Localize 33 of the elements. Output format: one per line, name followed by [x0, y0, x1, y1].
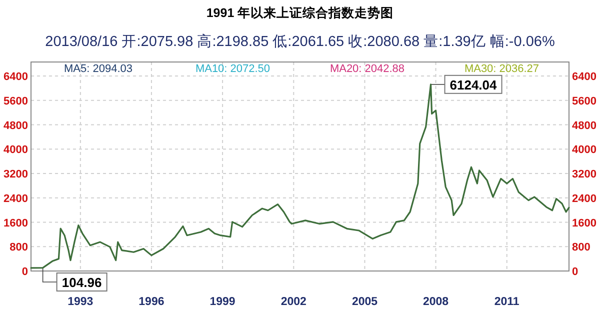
x-tick-label: 1996: [138, 296, 164, 308]
y2-tick-label: 1600: [572, 217, 596, 230]
chart-subtitle: 2013/08/16 开:2075.98 高:2198.85 低:2061.65 收:2080.68 量:1.39亿 幅:-0.06%: [45, 33, 555, 50]
x-tick-label: 1993: [68, 296, 94, 308]
chart-title: 1991 年以来上证综合指数走势图: [206, 5, 394, 20]
annotation: 6124.04: [450, 77, 498, 92]
text: MA10: 2072.50: [195, 63, 270, 75]
annotation: 104.96: [62, 275, 102, 290]
text: MA20: 2042.88: [330, 63, 405, 75]
y2-tick-label: 2400: [572, 192, 596, 205]
y2-tick-label: 4000: [572, 144, 596, 156]
y2-tick-label: 5600: [572, 95, 596, 108]
y2-tick-label: 4800: [572, 120, 596, 132]
y-tick-label: 3200: [4, 168, 28, 180]
x-tick-label: 2002: [280, 296, 306, 308]
x-tick-label: 2005: [352, 296, 378, 308]
text: MA30: 2036.27: [464, 63, 540, 75]
y-tick-label: 6400: [4, 71, 28, 83]
x-tick-label: 2008: [422, 296, 450, 308]
y-tick-label: 4000: [4, 144, 28, 156]
y2-tick-label: 3200: [572, 168, 596, 180]
y-tick-label: 1600: [4, 217, 28, 230]
y-tick-label: 2400: [4, 192, 28, 205]
y-tick-label: 5600: [4, 95, 28, 108]
y2-tick-label: 6400: [572, 71, 596, 83]
y2-tick-label: 800: [572, 242, 590, 254]
x-tick-label: 1999: [210, 296, 236, 308]
y-tick-label: 4800: [4, 120, 28, 132]
y2-tick-label: 0: [572, 266, 578, 278]
y-tick-label: 800: [10, 242, 28, 254]
x-tick-label: 2011: [494, 296, 520, 308]
text: MA5: 2094.03: [64, 63, 132, 75]
y-tick-label: 0: [22, 266, 28, 278]
